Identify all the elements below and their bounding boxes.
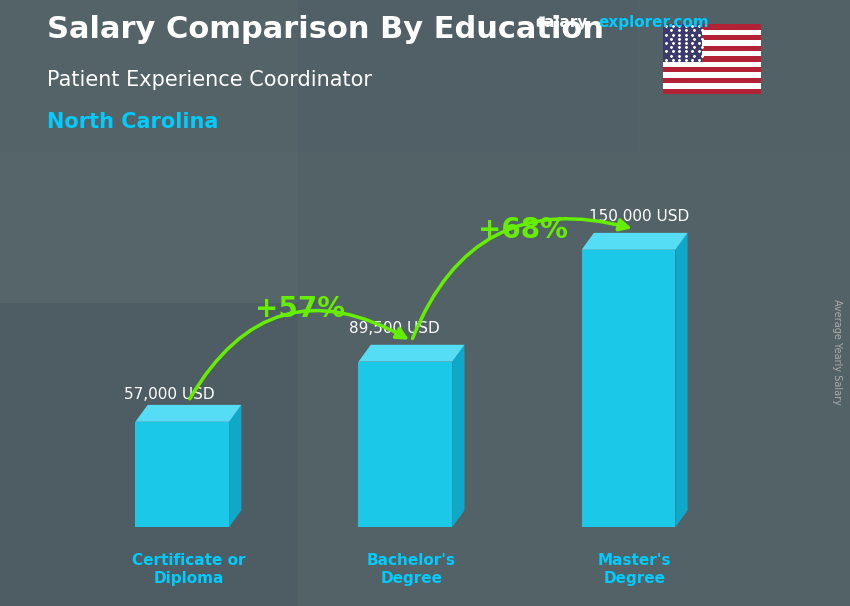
Polygon shape <box>663 73 761 78</box>
Polygon shape <box>663 56 761 62</box>
Polygon shape <box>663 62 761 67</box>
Text: Salary Comparison By Education: Salary Comparison By Education <box>47 15 603 44</box>
Bar <box>0 0 850 152</box>
Polygon shape <box>663 51 761 56</box>
Bar <box>0 0 298 303</box>
Polygon shape <box>663 35 761 41</box>
Polygon shape <box>229 405 241 527</box>
Polygon shape <box>359 362 452 527</box>
Text: 89,500 USD: 89,500 USD <box>348 321 439 336</box>
Text: Master's
Degree: Master's Degree <box>598 553 672 585</box>
Text: North Carolina: North Carolina <box>47 112 218 132</box>
Polygon shape <box>581 250 675 527</box>
Polygon shape <box>581 233 688 250</box>
Polygon shape <box>663 30 761 35</box>
Polygon shape <box>663 24 702 62</box>
Polygon shape <box>663 45 761 51</box>
Text: salary: salary <box>536 15 588 30</box>
Polygon shape <box>663 24 761 30</box>
Text: 150,000 USD: 150,000 USD <box>590 208 689 224</box>
Text: +68%: +68% <box>478 216 568 244</box>
Text: Average Yearly Salary: Average Yearly Salary <box>832 299 842 404</box>
Polygon shape <box>359 345 464 362</box>
Polygon shape <box>135 405 241 422</box>
Bar <box>298 0 638 606</box>
Polygon shape <box>663 83 761 88</box>
Polygon shape <box>135 422 229 527</box>
Polygon shape <box>452 345 464 527</box>
Text: +57%: +57% <box>255 295 345 323</box>
Polygon shape <box>663 67 761 73</box>
Text: Certificate or
Diploma: Certificate or Diploma <box>132 553 245 585</box>
Polygon shape <box>663 78 761 83</box>
Bar <box>0 152 850 606</box>
Polygon shape <box>675 233 688 527</box>
Polygon shape <box>663 41 761 45</box>
Bar <box>638 0 850 606</box>
Text: Patient Experience Coordinator: Patient Experience Coordinator <box>47 70 371 90</box>
Text: Bachelor's
Degree: Bachelor's Degree <box>367 553 456 585</box>
Text: 57,000 USD: 57,000 USD <box>124 387 215 402</box>
Text: explorer.com: explorer.com <box>598 15 709 30</box>
Polygon shape <box>663 88 761 94</box>
